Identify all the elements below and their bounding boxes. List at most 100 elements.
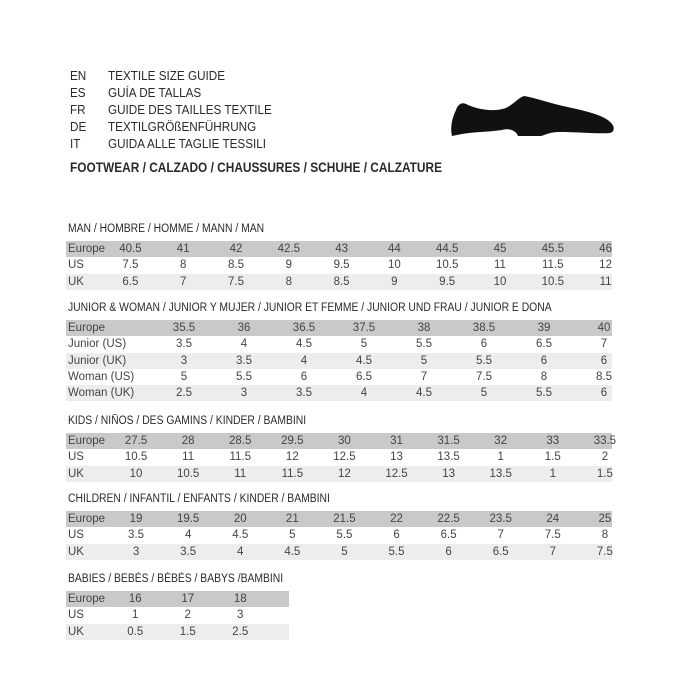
size-cell: 18: [233, 593, 247, 605]
row-label: US: [68, 259, 84, 272]
size-cell: 7.5: [122, 259, 139, 272]
size-cell: 43: [335, 243, 348, 255]
section-title: CHILDREN / INFANTIL / ENFANTS / KINDER /…: [68, 493, 330, 505]
size-cell: 6.5: [536, 338, 552, 351]
row-label: UK: [68, 467, 84, 480]
size-cell: 28.5: [229, 435, 252, 447]
size-cell: 8.5: [596, 370, 612, 383]
size-cell: 1: [132, 609, 139, 622]
table-row: Woman (US) 5 5.5 6 6.5 7 7.5 8 8.5: [66, 368, 612, 386]
size-cell: 5: [341, 545, 348, 558]
size-cell: 22: [390, 513, 403, 525]
size-cell: 7: [549, 545, 556, 558]
size-cell: 10: [129, 467, 143, 480]
size-cell: 1.5: [544, 451, 561, 464]
size-cell: 11: [182, 451, 195, 464]
size-cell: 13.5: [489, 467, 512, 480]
language-code: DE: [70, 119, 87, 134]
language-code: FR: [70, 102, 86, 117]
language-code: EN: [70, 68, 87, 83]
header-line: DE TEXTILGRÖßENFÜHRUNG: [70, 118, 290, 135]
size-cell: 22.5: [437, 513, 460, 525]
table-row: Europe 19 19.5 20 21 21.5 22 22.5 23.5 24 25: [66, 511, 612, 528]
size-cell: 10.5: [435, 259, 459, 272]
table-row: US 3.5 4 4.5 5 5.5 6 6.5 7 7.5 8: [66, 527, 612, 544]
size-cell: 4.5: [284, 545, 301, 558]
size-cell: 8: [179, 259, 187, 272]
size-cell: 2.5: [176, 387, 192, 400]
size-cell: 21: [285, 513, 299, 525]
size-cell: 8: [540, 370, 548, 383]
size-cell: 3.5: [180, 545, 197, 558]
footwear-title: FOOTWEAR / CALZADO / CHAUSSURES / SCHUHE…: [70, 160, 443, 175]
language-code: IT: [70, 136, 81, 151]
size-cell: 5: [480, 387, 488, 400]
header-line: FR GUIDE DES TAILLES TEXTILE: [70, 101, 290, 118]
size-cell: 5: [360, 338, 368, 351]
size-cell: 7: [420, 370, 428, 383]
babies-size-table: Europe 16 17 18 US 1 2 3 UK 0.5 1.5 2.5: [66, 591, 307, 640]
children-size-section: CHILDREN / INFANTIL / ENFANTS / KINDER /…: [66, 492, 613, 560]
size-cell: 13.5: [437, 451, 460, 464]
row-label: Europe: [68, 243, 106, 255]
size-cell: 29.5: [281, 435, 304, 447]
size-cell: 5.5: [388, 545, 405, 558]
table-row: Junior (US) 3.5 4 4.5 5 5.5 6 6.5 7: [66, 336, 612, 353]
table-row: UK 0.5 1.5 2.5: [66, 623, 289, 640]
size-cell: 38.5: [472, 322, 496, 334]
guide-title: TEXTILE SIZE GUIDE: [108, 68, 226, 83]
table-row: UK 3 3.5 4 4.5 5 5.5 6 6.5 7 7.5: [66, 543, 613, 560]
row-label: Woman (US): [68, 370, 135, 383]
size-cell: 31.5: [437, 435, 460, 447]
man-size-section: MAN / HOMBRE / HOMME / MANN / MAN Europe 4…: [66, 222, 612, 290]
language-code: ES: [70, 85, 86, 100]
size-cell: 3.5: [128, 529, 145, 542]
size-cell: 38: [417, 322, 431, 334]
size-cell: 9.5: [439, 275, 456, 288]
guide-title: GUIDA ALLE TAGLIE TESSILI: [108, 136, 267, 151]
shoe-icon: [448, 92, 616, 147]
size-cell: 2: [601, 451, 609, 464]
size-cell: 6: [300, 370, 308, 383]
size-cell: 40: [597, 322, 611, 334]
size-cell: 5.5: [536, 387, 552, 400]
size-cell: 8: [601, 529, 609, 542]
size-cell: 5: [289, 529, 296, 542]
size-cell: 1.5: [179, 625, 196, 638]
size-cell: 4.5: [416, 387, 432, 400]
header-line: ES GUÍA DE TALLAS: [70, 84, 290, 101]
guide-title: GUÍA DE TALLAS: [108, 85, 202, 100]
row-label: UK: [68, 625, 84, 638]
size-cell: 7: [179, 275, 187, 288]
size-cell: 13: [442, 467, 455, 480]
size-cell: 6.5: [492, 545, 509, 558]
section-title: BABIES / BEBÉS / BÉBÉS / BABYS /BAMBINI: [68, 573, 284, 585]
size-cell: 3: [132, 545, 140, 558]
section-title: KIDS / NIÑOS / DES GAMINS / KINDER / BAM…: [68, 415, 307, 427]
size-cell: 8.5: [227, 259, 244, 272]
size-cell: 6: [445, 545, 452, 558]
size-cell: 19.5: [176, 513, 200, 525]
babies-size-section: BABIES / BEBÉS / BÉBÉS / BABYS /BAMBINI E…: [66, 572, 307, 640]
junior-woman-size-table: Europe 35.5 36 36.5 37.5 38 38.5 39 40 Junior (US…: [66, 320, 612, 402]
row-label: Europe: [68, 322, 106, 334]
size-cell: 10: [387, 259, 401, 272]
size-cell: 23.5: [489, 513, 512, 525]
size-cell: 17: [181, 593, 195, 605]
size-cell: 3.5: [296, 387, 312, 400]
size-cell: 9: [391, 275, 398, 288]
size-cell: 46: [599, 243, 612, 255]
size-cell: 4: [184, 529, 192, 542]
size-cell: 33: [546, 435, 560, 447]
size-cell: 36: [237, 322, 251, 334]
size-cell: 31: [390, 435, 403, 447]
size-cell: 19: [129, 513, 143, 525]
size-cell: 3: [240, 387, 248, 400]
size-cell: 6: [393, 529, 400, 542]
size-cell: 7.5: [227, 275, 244, 288]
size-cell: 10.5: [124, 451, 148, 464]
size-cell: 42: [229, 243, 243, 255]
size-cell: 6.5: [440, 529, 457, 542]
size-cell: 12: [285, 451, 299, 464]
size-cell: 7.5: [596, 545, 613, 558]
